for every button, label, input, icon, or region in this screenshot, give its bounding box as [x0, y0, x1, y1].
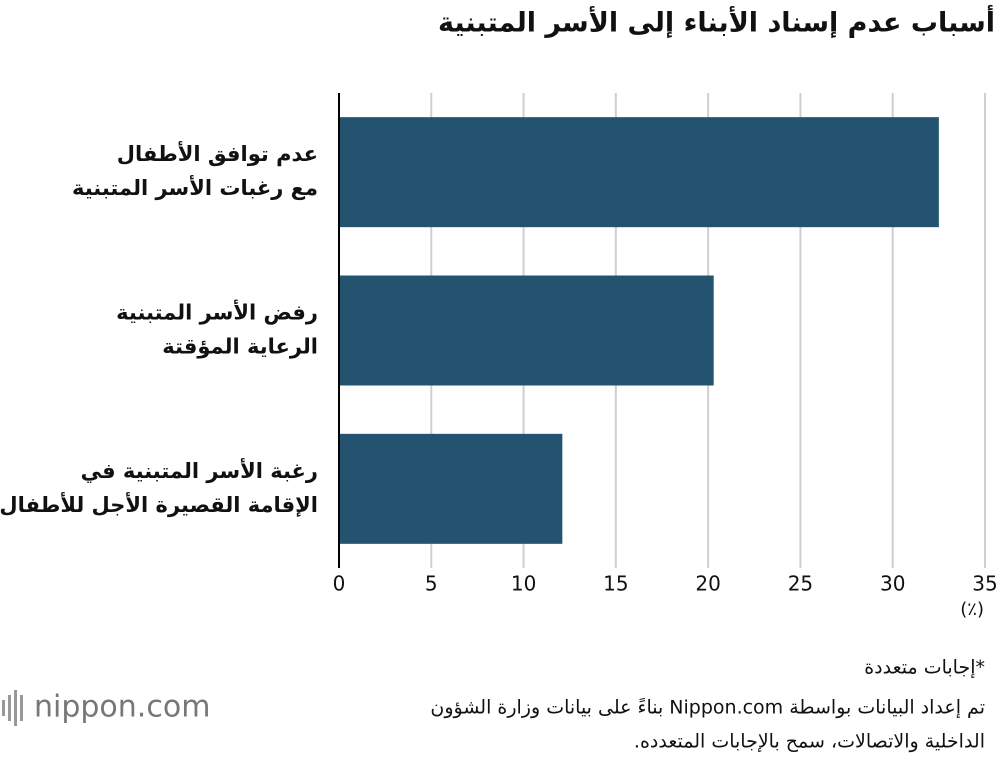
bar [339, 117, 939, 228]
x-tick-label: 25 [788, 572, 813, 596]
chart-title: أسباب عدم إسناد الأبناء إلى الأسر المتبن… [438, 5, 995, 39]
y-tick-label: مع رغبات الأسر المتبنية [72, 174, 318, 200]
logo: nippon.com [34, 690, 210, 725]
x-tick-label: 30 [880, 572, 905, 596]
source-line: الداخلية والاتصالات، سمح بالإجابات المتع… [634, 731, 985, 753]
x-unit: (٪) [960, 599, 984, 620]
x-tick-label: 10 [511, 572, 536, 596]
y-tick-label: الإقامة القصيرة الأجل للأطفال [0, 491, 318, 517]
x-tick-label: 5 [425, 572, 438, 596]
y-tick-label: رفض الأسر المتبنية [116, 299, 318, 325]
logo-mark [2, 690, 23, 726]
note: *إجابات متعددة [864, 657, 985, 680]
x-tick-label: 15 [603, 572, 628, 596]
y-tick-label: عدم توافق الأطفال [117, 140, 318, 166]
y-tick-label: الرعاية المؤقتة [162, 335, 318, 359]
bar [339, 275, 714, 386]
source-line: تم إعداد البيانات بواسطة Nippon.com بناء… [430, 697, 985, 720]
x-tick-label: 20 [695, 572, 720, 596]
x-tick-label: 0 [333, 572, 346, 596]
bar [339, 433, 563, 544]
y-tick-label: رغبة الأسر المتبنية في [81, 457, 318, 483]
x-tick-label: 35 [972, 572, 997, 596]
